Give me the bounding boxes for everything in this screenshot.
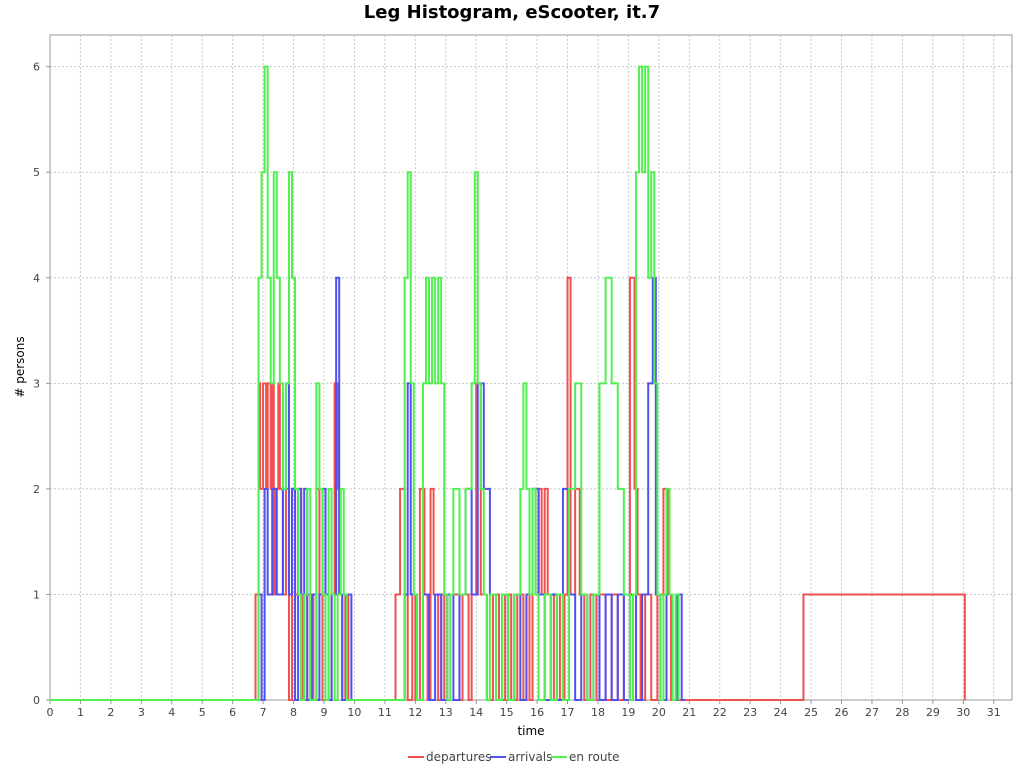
plot-area [49,34,1013,701]
grid-lines [49,35,1012,701]
x-tick-label: 29 [926,706,940,719]
y-tick-label: 2 [33,483,40,496]
x-tick-label: 0 [47,706,54,719]
x-tick-label: 22 [713,706,727,719]
x-tick-label: 14 [469,706,483,719]
x-tick-label: 13 [439,706,453,719]
y-tick-label: 3 [33,377,40,390]
y-axis-title: # persons [13,336,27,397]
x-tick-label: 7 [260,706,267,719]
x-tick-label: 31 [987,706,1001,719]
legend-label-en-route: en route [569,750,620,764]
x-tick-label: 4 [168,706,175,719]
y-tick-label: 4 [33,272,40,285]
x-tick-label: 20 [652,706,666,719]
y-tick-label: 0 [33,694,40,707]
x-tick-label: 9 [320,706,327,719]
x-tick-label: 8 [290,706,297,719]
x-tick-label: 25 [804,706,818,719]
legend: departures arrivals en route [408,750,620,764]
series-en-route-line [50,65,680,701]
x-tick-label: 15 [500,706,514,719]
legend-label-departures: departures [426,750,492,764]
x-tick-label: 21 [682,706,696,719]
x-tick-label: 3 [138,706,145,719]
x-tick-label: 6 [229,706,236,719]
x-tick-label: 5 [199,706,206,719]
x-tick-label: 17 [561,706,575,719]
x-axis-title: time [517,724,544,738]
series-arrivals-line [50,276,685,701]
x-tick-label: 27 [865,706,879,719]
axes: 0 1 2 3 4 5 6 7 8 9 10 11 12 13 14 15 16 17 18 19 20 21 22 23 24… [33,61,1001,719]
x-tick-label: 19 [621,706,635,719]
x-tick-label: 12 [408,706,422,719]
x-tick-label: 10 [347,706,361,719]
legend-label-arrivals: arrivals [508,750,552,764]
x-tick-label: 30 [956,706,970,719]
x-tick-label: 24 [774,706,788,719]
series-layer [50,65,966,701]
x-tick-label: 26 [835,706,849,719]
x-tick-label: 16 [530,706,544,719]
x-tick-label: 2 [107,706,114,719]
x-tick-label: 23 [743,706,757,719]
x-tick-label: 1 [77,706,84,719]
chart-title: Leg Histogram, eScooter, it.7 [363,2,661,23]
x-tick-label: 18 [591,706,605,719]
x-tick-label: 28 [895,706,909,719]
x-tick-label: 11 [378,706,392,719]
y-tick-label: 1 [33,588,40,601]
y-tick-label: 6 [33,61,40,74]
y-tick-label: 5 [33,166,40,179]
